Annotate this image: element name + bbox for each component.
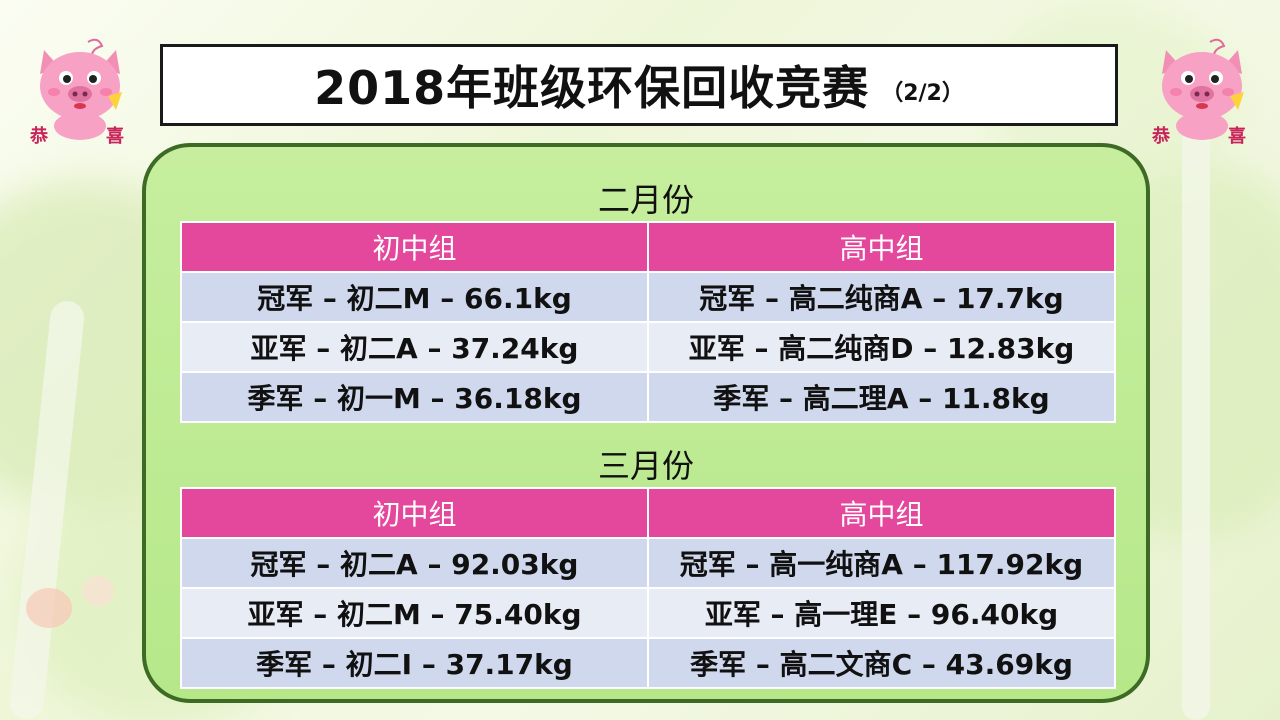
table-row: 亚军 – 初二A – 37.24kg 亚军 – 高二纯商D – 12.83kg — [180, 321, 1116, 373]
table-cell: 亚军 – 高一理E – 96.40kg — [647, 587, 1116, 639]
mascot-text-left: 恭 — [1152, 126, 1170, 147]
table-row: 冠军 – 初二M – 66.1kg 冠军 – 高二纯商A – 17.7kg — [180, 271, 1116, 323]
table-cell: 亚军 – 初二A – 37.24kg — [180, 321, 649, 373]
pig-mascot-right: 恭 喜 — [1152, 34, 1252, 147]
results-panel: 二月份 初中组 高中组 冠军 – 初二M – 66.1kg 冠军 – 高二纯商A… — [142, 143, 1150, 703]
page-title: 2018年班级环保回收竞赛 — [314, 61, 870, 115]
header-senior-group: 高中组 — [647, 487, 1116, 539]
header-junior-group: 初中组 — [180, 221, 649, 273]
table-cell: 季军 – 初一M – 36.18kg — [180, 371, 649, 423]
mascot-text-right: 喜 — [106, 126, 124, 147]
pig-icon — [1162, 38, 1244, 140]
pig-icon — [40, 38, 122, 140]
month-heading-february: 二月份 — [597, 181, 694, 219]
table-cell: 冠军 – 初二M – 66.1kg — [180, 271, 649, 323]
table-row: 季军 – 初一M – 36.18kg 季军 – 高二理A – 11.8kg — [180, 371, 1116, 423]
table-cell: 季军 – 高二文商C – 43.69kg — [647, 637, 1116, 689]
title-box: 2018年班级环保回收竞赛 （2/2） — [160, 44, 1118, 126]
results-table-march: 初中组 高中组 冠军 – 初二A – 92.03kg 冠军 – 高一纯商A – … — [180, 487, 1116, 689]
header-junior-group: 初中组 — [180, 487, 649, 539]
table-cell: 亚军 – 初二M – 75.40kg — [180, 587, 649, 639]
results-table-february: 初中组 高中组 冠军 – 初二M – 66.1kg 冠军 – 高二纯商A – 1… — [180, 221, 1116, 423]
table-cell: 季军 – 高二理A – 11.8kg — [647, 371, 1116, 423]
table-cell: 亚军 – 高二纯商D – 12.83kg — [647, 321, 1116, 373]
table-header-row: 初中组 高中组 — [180, 221, 1116, 273]
header-senior-group: 高中组 — [647, 221, 1116, 273]
mascot-text-right: 喜 — [1228, 126, 1246, 147]
pig-mascot-left: 恭 喜 — [30, 34, 130, 147]
table-row: 亚军 – 初二M – 75.40kg 亚军 – 高一理E – 96.40kg — [180, 587, 1116, 639]
table-cell: 冠军 – 初二A – 92.03kg — [180, 537, 649, 589]
page-indicator: （2/2） — [881, 81, 964, 106]
table-cell: 冠军 – 高二纯商A – 17.7kg — [647, 271, 1116, 323]
table-cell: 冠军 – 高一纯商A – 117.92kg — [647, 537, 1116, 589]
month-heading-march: 三月份 — [597, 447, 694, 485]
table-row: 季军 – 初二I – 37.17kg 季军 – 高二文商C – 43.69kg — [180, 637, 1116, 689]
table-cell: 季军 – 初二I – 37.17kg — [180, 637, 649, 689]
table-row: 冠军 – 初二A – 92.03kg 冠军 – 高一纯商A – 117.92kg — [180, 537, 1116, 589]
table-header-row: 初中组 高中组 — [180, 487, 1116, 539]
mascot-text-left: 恭 — [30, 126, 48, 147]
